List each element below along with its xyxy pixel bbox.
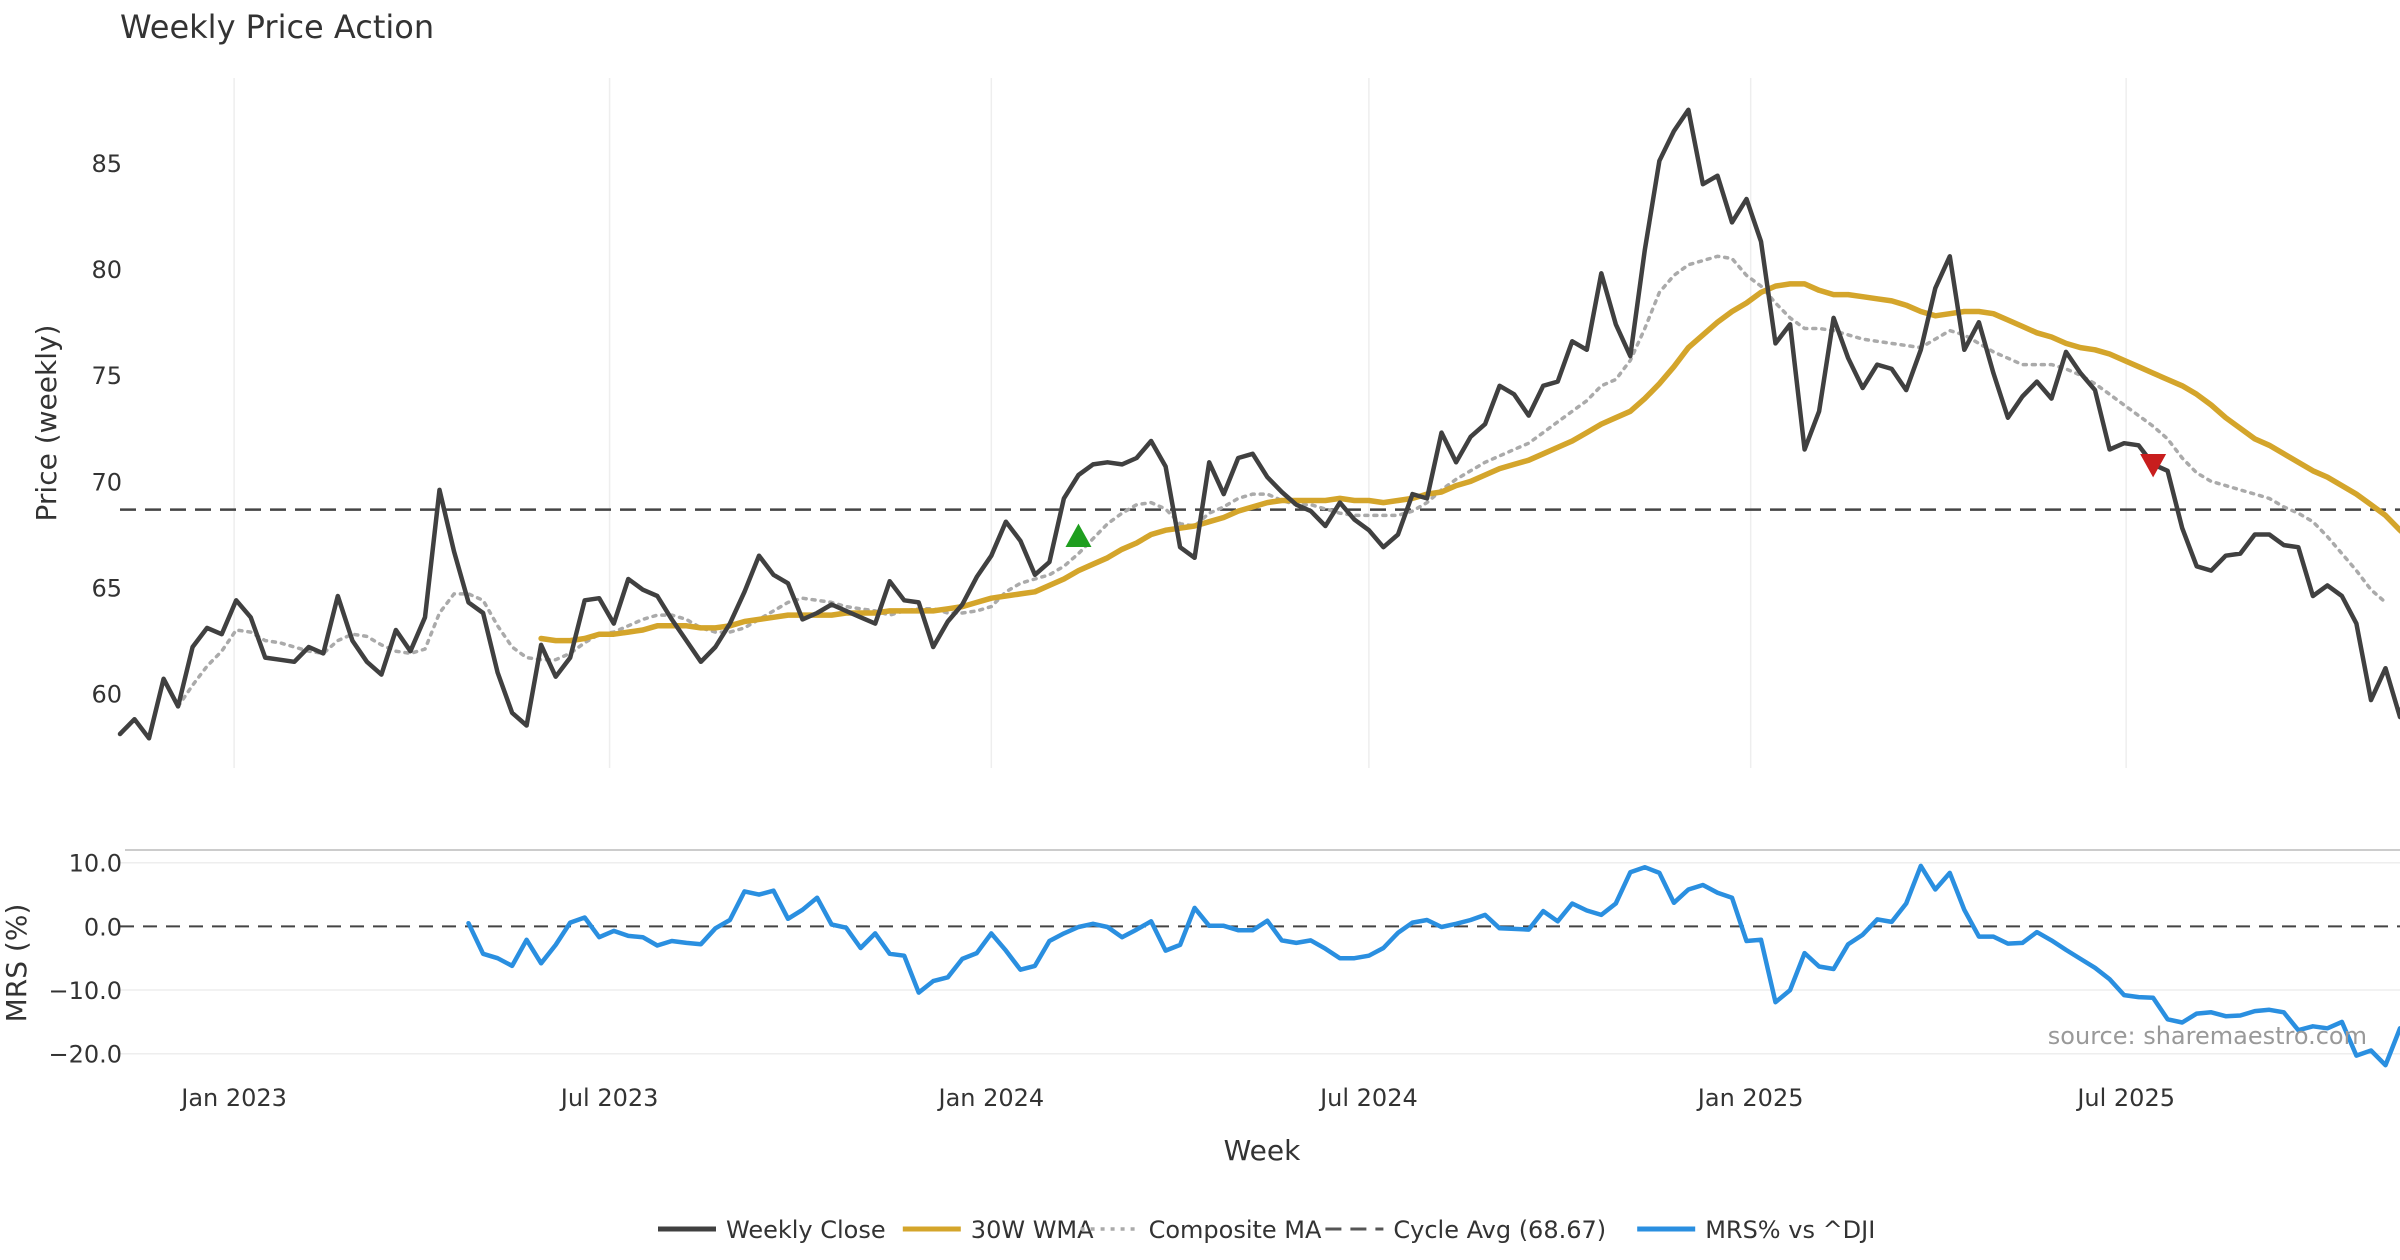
- buy-signal-marker: [1065, 523, 1092, 547]
- mrs-y-tick: 0.0: [84, 913, 122, 941]
- price-y-tick: 65: [91, 575, 122, 603]
- mrs-series: [466, 863, 2400, 1068]
- signal-markers: [1065, 454, 2167, 547]
- price-y-tick: 80: [91, 256, 122, 284]
- legend-label: 30W WMA: [971, 1216, 1094, 1244]
- price-grid: [233, 78, 2127, 768]
- mrs-y-tick: −10.0: [48, 977, 122, 1005]
- mrs-y-label: MRS (%): [0, 904, 33, 1023]
- x-tick-label: Jul 2024: [1318, 1084, 1418, 1112]
- x-tick-label: Jul 2025: [2075, 1084, 2175, 1112]
- x-axis: Jan 2023 Jul 2023 Jan 2024 Jul 2024 Jan 2025…: [179, 1084, 2175, 1112]
- chart-title: Weekly Price Action: [120, 8, 434, 46]
- x-tick-label: Jan 2023: [179, 1084, 287, 1112]
- legend-label: Composite MA: [1149, 1216, 1322, 1244]
- mrs-line: [466, 863, 2400, 1068]
- composite-ma-line: [176, 254, 2388, 709]
- x-tick-label: Jan 2025: [1696, 1084, 1804, 1112]
- price-y-axis: 60 65 70 75 80 85: [91, 150, 122, 709]
- mrs-y-axis: 10.0 0.0 −10.0 −20.0: [48, 850, 122, 1069]
- x-tick-label: Jul 2023: [559, 1084, 659, 1112]
- legend-label: Cycle Avg (68.67): [1393, 1216, 1606, 1244]
- price-y-label: Price (weekly): [30, 325, 63, 522]
- watermark: source: sharemaestro.com: [2048, 1022, 2367, 1050]
- x-tick-label: Jan 2024: [936, 1084, 1044, 1112]
- legend-label: MRS% vs ^DJI: [1705, 1216, 1875, 1244]
- mrs-y-tick: −20.0: [48, 1041, 122, 1069]
- price-y-tick: 85: [91, 150, 122, 178]
- mrs-y-tick: 10.0: [69, 850, 122, 878]
- legend: Weekly Close 30W WMA Composite MA Cycle Avg…: [658, 1216, 1875, 1244]
- wma-30w-line: [538, 281, 2400, 644]
- weekly-close-line: [117, 107, 2400, 741]
- price-series: [117, 107, 2400, 741]
- x-axis-label: Week: [1224, 1134, 1301, 1167]
- sell-signal-marker: [2140, 454, 2167, 478]
- price-y-tick: 75: [91, 362, 122, 390]
- price-y-tick: 70: [91, 468, 122, 496]
- legend-label: Weekly Close: [726, 1216, 886, 1244]
- price-y-tick: 60: [91, 681, 122, 709]
